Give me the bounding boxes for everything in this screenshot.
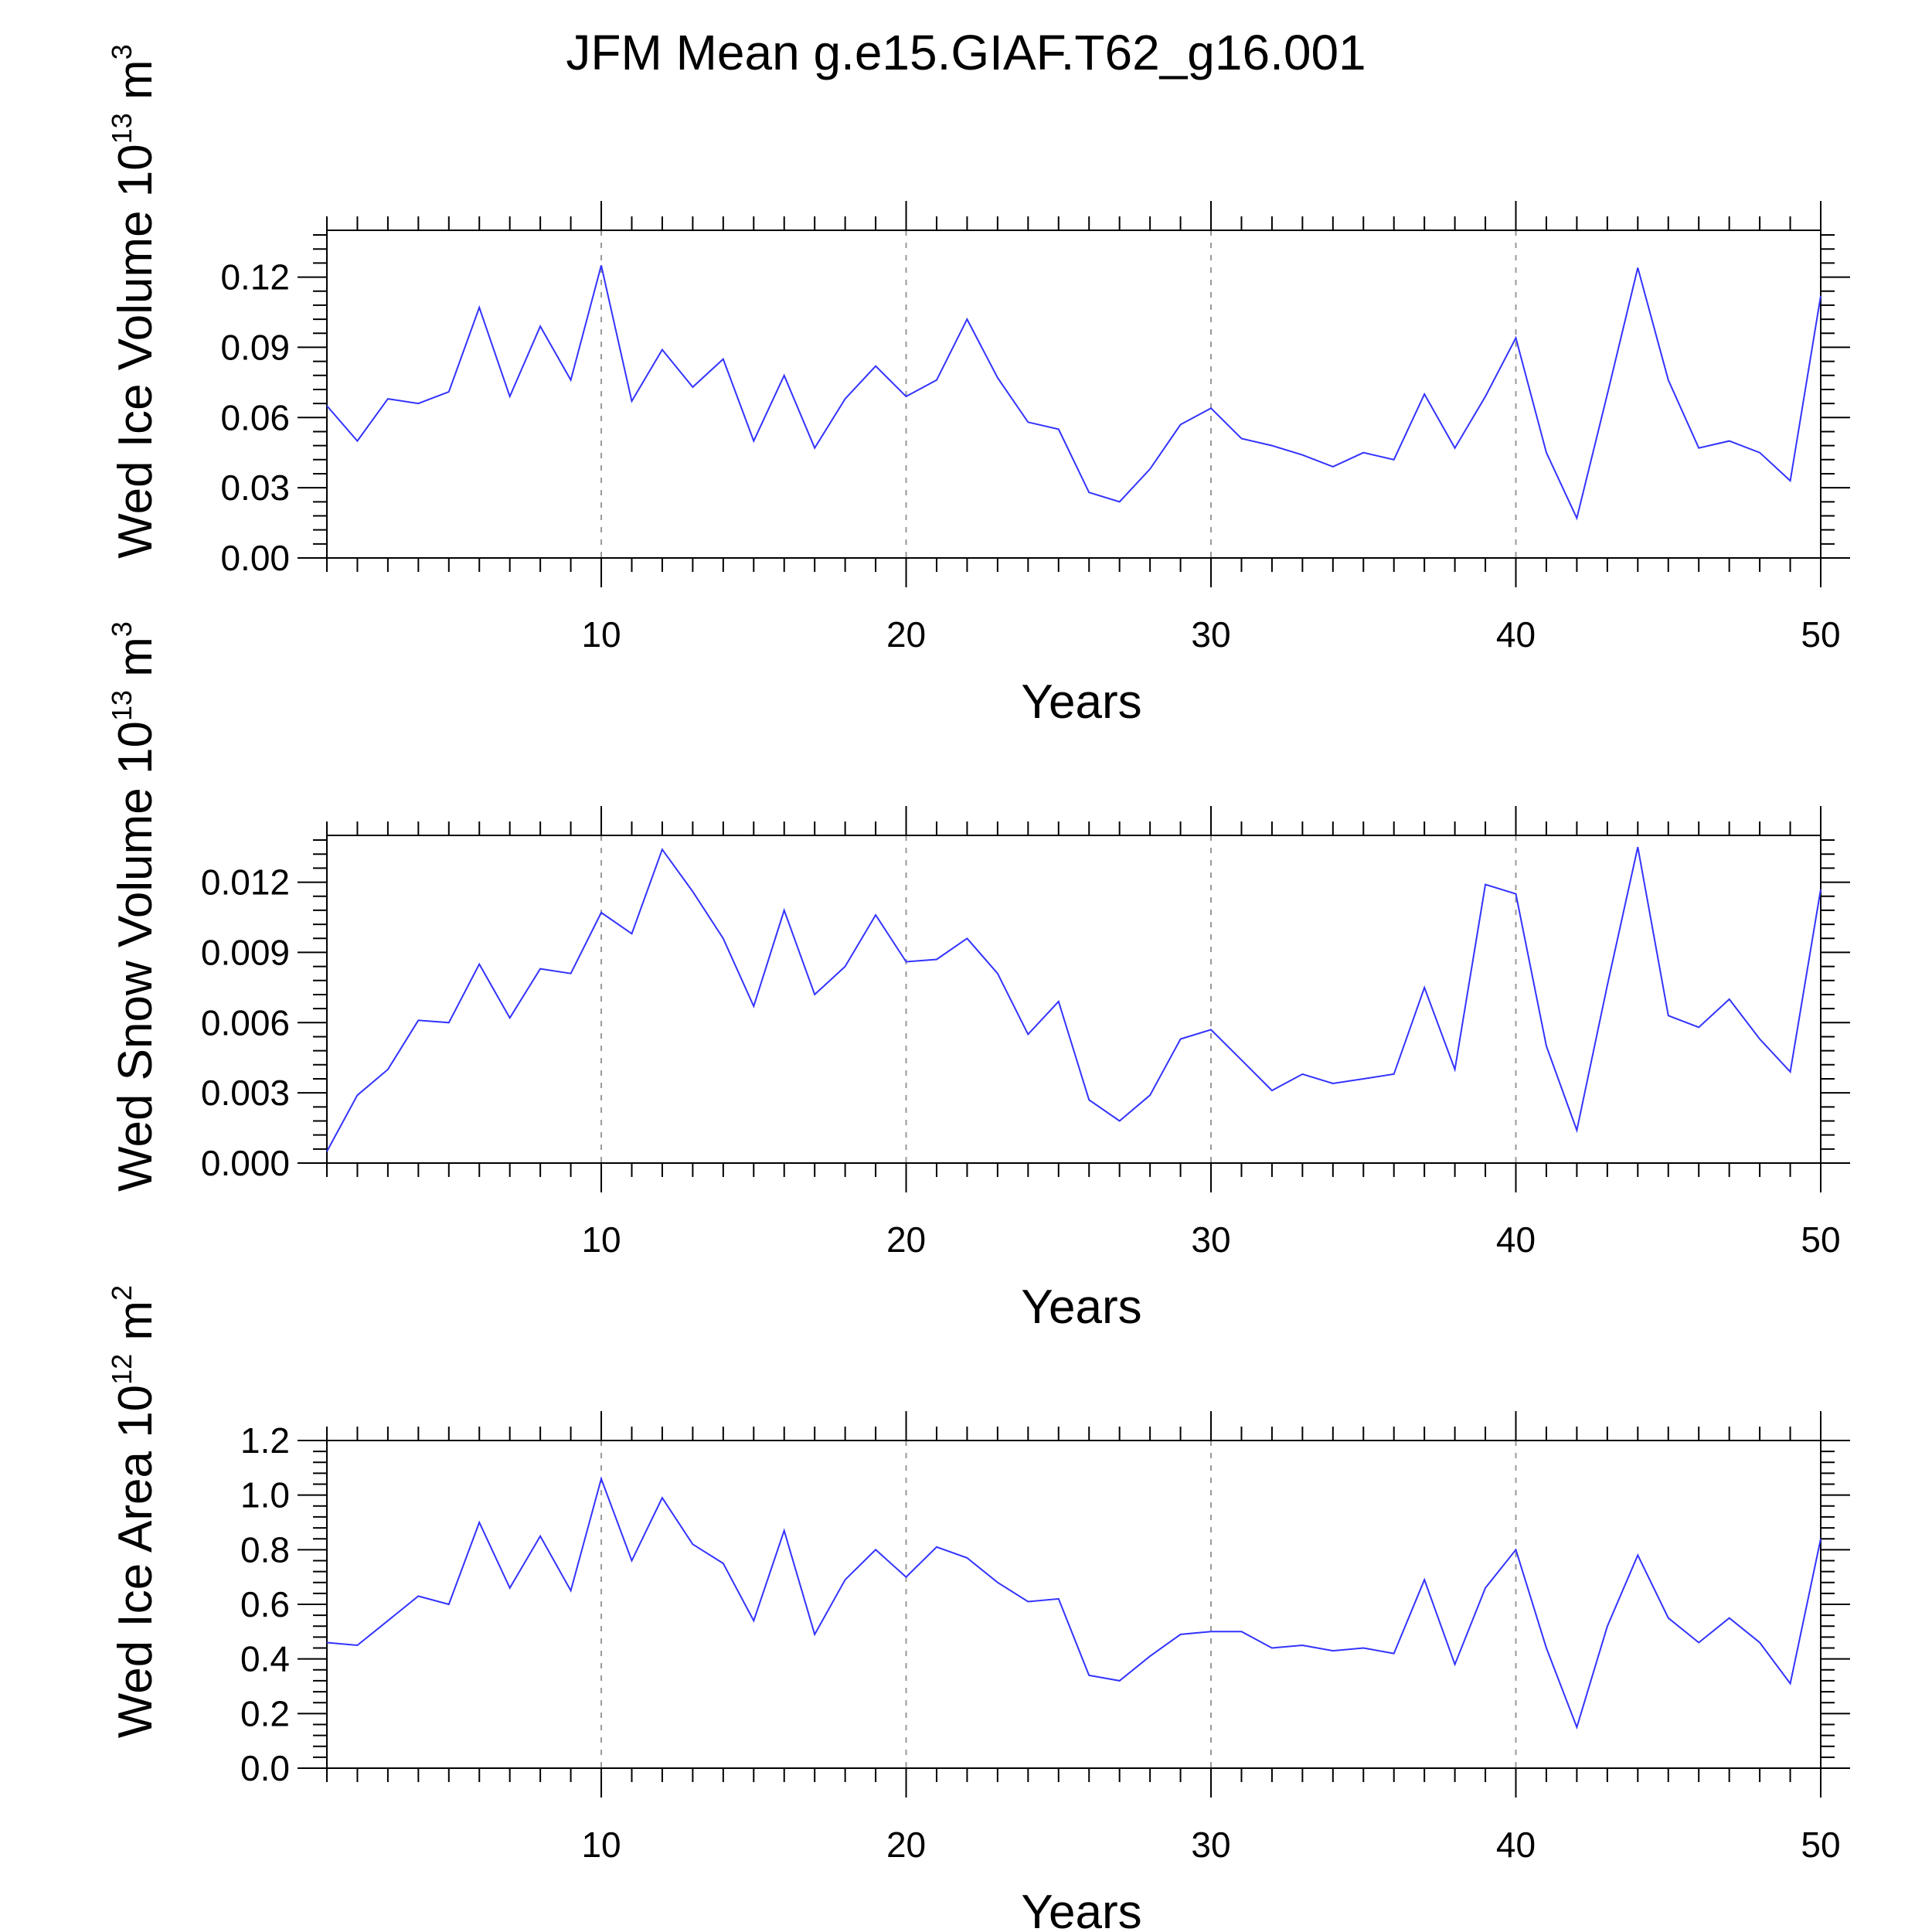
y-tick-label: 0.000 [201, 1143, 290, 1183]
y-axis-title-unit-exponent: 3 [106, 621, 138, 637]
series-line [326, 1476, 1821, 1730]
panel-2: 0.000 0.003 0.006 0.009 0.012 10 20 30 40 50 Years… [106, 621, 1850, 1334]
x-tick-label: 10 [581, 614, 621, 655]
panel-3: 0.0 0.2 0.4 0.6 0.8 1.0 1.2 10 20 30 40 50 Years Wed … [106, 1285, 1850, 1932]
x-tick-label: 20 [886, 1825, 926, 1865]
x-tick-label: 50 [1801, 614, 1840, 655]
y-tick-label: 0.003 [201, 1073, 290, 1113]
x-tick-label: 10 [581, 1825, 621, 1865]
y-axis-title: Wed Snow Volume 1013 m3 [106, 621, 162, 1192]
y-tick-label: 0.4 [240, 1639, 290, 1679]
y-axis-title-unit-exponent: 2 [106, 1285, 138, 1301]
chart-title: JFM Mean g.e15.GIAF.T62_g16.001 [566, 25, 1366, 80]
y-tick-label: 0.12 [220, 257, 290, 298]
y-tick-label: 0.09 [220, 327, 290, 367]
y-tick-label: 0.006 [201, 1002, 290, 1043]
y-axis-title: Wed Ice Volume 1013 m3 [106, 44, 162, 558]
x-tick-label: 10 [581, 1219, 621, 1260]
x-tick-label: 30 [1191, 614, 1230, 655]
x-tick-label: 20 [886, 614, 926, 655]
y-axis-title-unit: m [109, 1301, 162, 1354]
x-axis-title: Years [1021, 1886, 1141, 1932]
x-tick-label: 50 [1801, 1219, 1840, 1260]
series-line [326, 846, 1821, 1152]
panel-1: 0.00 0.03 0.06 0.09 0.12 10 20 30 40 50 Years Wed I… [106, 44, 1850, 729]
y-tick-label: 1.0 [240, 1475, 290, 1515]
y-tick-label: 1.2 [240, 1420, 290, 1461]
y-axis-title-exponent: 13 [106, 113, 138, 144]
x-tick-label: 50 [1801, 1825, 1840, 1865]
y-axis-title-text: Wed Ice Area 10 [109, 1385, 162, 1738]
x-tick-label: 40 [1496, 614, 1536, 655]
y-tick-label: 0.06 [220, 397, 290, 437]
x-tick-label: 40 [1496, 1219, 1536, 1260]
y-axis-title-text: Wed Snow Volume 10 [109, 721, 162, 1192]
y-axis-title-text: Wed Ice Volume 10 [109, 144, 162, 559]
plot-frame [326, 1440, 1821, 1769]
y-tick-label: 0.00 [220, 538, 290, 578]
plot-frame [326, 835, 1821, 1164]
series-line [326, 265, 1821, 521]
x-tick-label: 30 [1191, 1219, 1230, 1260]
x-tick-label: 40 [1496, 1825, 1536, 1865]
y-tick-label: 0.009 [201, 932, 290, 972]
y-tick-label: 0.8 [240, 1529, 290, 1570]
y-tick-label: 0.6 [240, 1584, 290, 1624]
y-tick-label: 0.03 [220, 468, 290, 508]
y-axis-title-exponent: 13 [106, 690, 138, 721]
x-tick-label: 30 [1191, 1825, 1230, 1865]
y-axis-title-unit: m [109, 60, 162, 113]
y-axis-title-unit: m [109, 637, 162, 690]
y-tick-label: 0.012 [201, 862, 290, 903]
y-tick-label: 0.0 [240, 1748, 290, 1788]
y-axis-title-exponent: 12 [106, 1354, 138, 1385]
plot-frame [326, 230, 1821, 559]
y-axis-title-unit-exponent: 3 [106, 44, 138, 60]
x-tick-label: 20 [886, 1219, 926, 1260]
x-axis-title: Years [1021, 1281, 1141, 1334]
y-tick-label: 0.2 [240, 1693, 290, 1733]
x-axis-title: Years [1021, 675, 1141, 729]
y-axis-title: Wed Ice Area 1012 m2 [106, 1285, 162, 1738]
